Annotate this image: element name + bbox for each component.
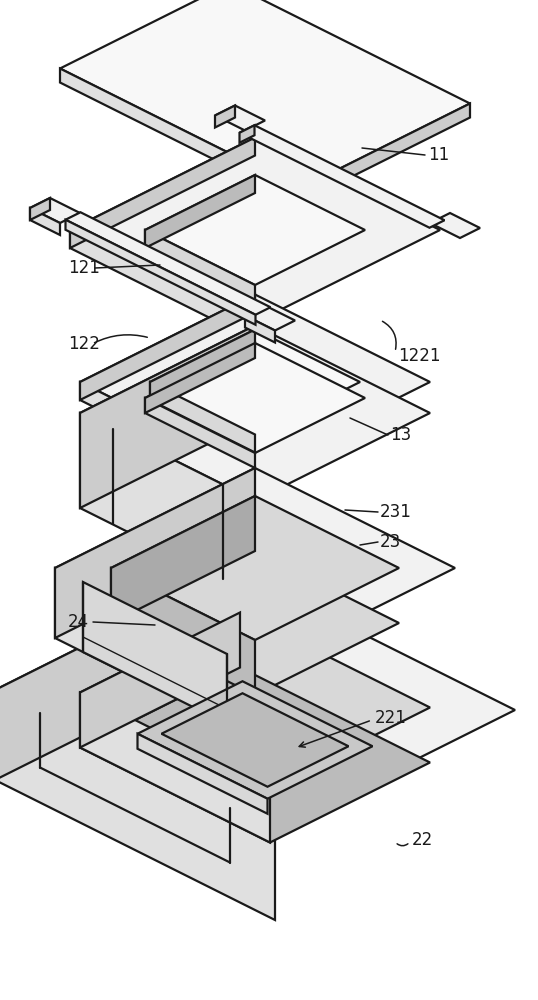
Polygon shape (245, 316, 275, 342)
Text: 1221: 1221 (398, 347, 441, 365)
Polygon shape (80, 294, 255, 400)
Polygon shape (145, 343, 255, 413)
Polygon shape (80, 612, 240, 748)
Polygon shape (30, 208, 60, 235)
Polygon shape (60, 68, 300, 202)
Polygon shape (80, 382, 255, 488)
Polygon shape (145, 343, 365, 453)
Text: 23: 23 (380, 533, 401, 551)
Polygon shape (55, 468, 255, 638)
Polygon shape (30, 198, 50, 220)
Polygon shape (66, 220, 256, 325)
Polygon shape (80, 326, 255, 508)
Polygon shape (111, 551, 399, 695)
Polygon shape (60, 0, 470, 188)
Polygon shape (150, 382, 255, 452)
Polygon shape (80, 692, 270, 842)
Polygon shape (55, 468, 455, 668)
Text: 22: 22 (412, 831, 433, 849)
Polygon shape (161, 693, 349, 787)
Polygon shape (215, 105, 265, 130)
Text: 13: 13 (390, 426, 411, 444)
Polygon shape (145, 230, 255, 303)
Polygon shape (70, 230, 255, 340)
Polygon shape (215, 105, 235, 127)
Polygon shape (80, 612, 430, 788)
Polygon shape (245, 306, 295, 330)
Text: 11: 11 (428, 146, 449, 164)
Text: 24: 24 (68, 613, 89, 631)
Text: 231: 231 (380, 503, 412, 521)
Text: 221: 221 (375, 709, 407, 727)
Polygon shape (0, 570, 235, 780)
Polygon shape (430, 213, 480, 238)
Polygon shape (0, 690, 275, 920)
Polygon shape (111, 496, 399, 640)
Text: 121: 121 (68, 259, 100, 277)
Polygon shape (80, 668, 430, 842)
Polygon shape (30, 198, 80, 223)
Polygon shape (239, 125, 444, 228)
Polygon shape (111, 568, 255, 695)
Polygon shape (145, 175, 365, 285)
Polygon shape (80, 326, 430, 500)
Polygon shape (70, 137, 255, 248)
Polygon shape (138, 681, 372, 799)
Polygon shape (150, 330, 360, 434)
Polygon shape (66, 212, 271, 315)
Polygon shape (239, 125, 254, 143)
Polygon shape (111, 496, 255, 623)
Text: 122: 122 (68, 335, 100, 353)
Polygon shape (0, 570, 515, 830)
Polygon shape (55, 568, 255, 738)
Polygon shape (80, 413, 255, 595)
Polygon shape (80, 294, 430, 470)
Polygon shape (138, 734, 267, 814)
Polygon shape (70, 137, 440, 322)
Polygon shape (145, 175, 255, 248)
Polygon shape (145, 398, 255, 468)
Polygon shape (83, 582, 227, 724)
Polygon shape (300, 104, 470, 202)
Polygon shape (150, 330, 255, 400)
